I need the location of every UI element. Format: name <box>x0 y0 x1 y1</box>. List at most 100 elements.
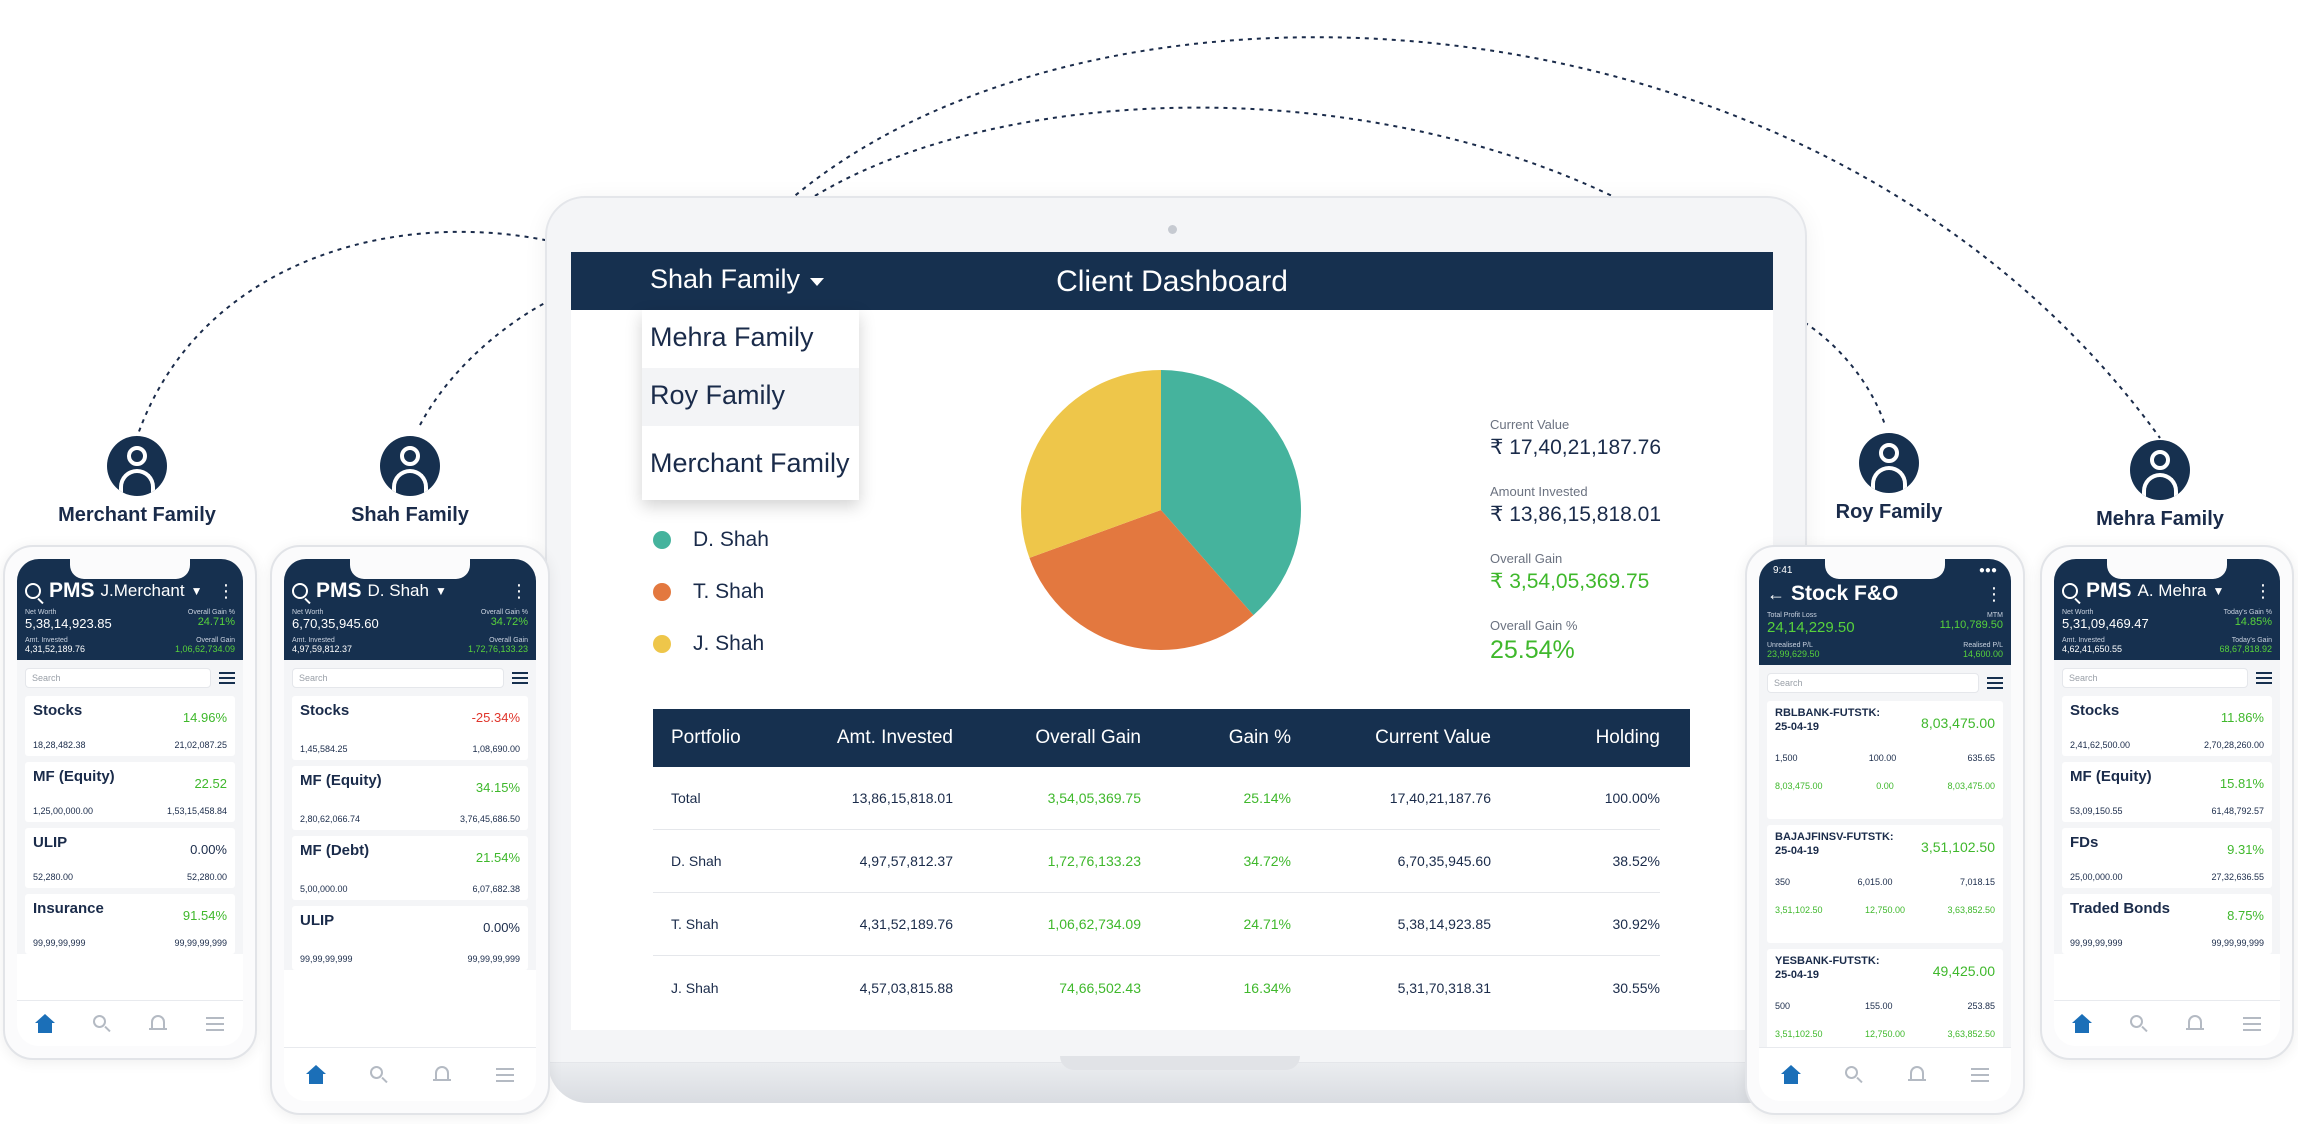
position-row: 500 155.00 253.85 <box>1775 1001 1995 1011</box>
column-header[interactable]: Holding <box>1595 727 1660 748</box>
family-option-mehra[interactable]: Mehra Family <box>650 322 814 352</box>
search-icon[interactable] <box>2128 1013 2150 1035</box>
search-input[interactable]: Search <box>25 668 211 688</box>
asset-card[interactable]: Stocks 11.86% 2,41,62,500.00 2,70,28,260.00 <box>2062 696 2272 756</box>
table-row[interactable]: J. Shah 4,57,03,815.88 74,66,502.43 16.3… <box>653 956 1660 1019</box>
pie-slice-d-shah[interactable] <box>1161 370 1301 616</box>
table-row[interactable]: D. Shah 4,97,57,812.37 1,72,76,133.23 34… <box>653 830 1660 893</box>
chevron-down-icon[interactable]: ▼ <box>190 584 203 598</box>
contract-name: BAJAJFINSV-FUTSTK: <box>1775 831 1894 843</box>
pie-slice-j-shah[interactable] <box>1021 370 1161 558</box>
asset-card[interactable]: ULIP 0.00% 52,280.00 52,280.00 <box>25 828 235 888</box>
search-icon[interactable] <box>368 1064 390 1086</box>
stat-value: 24,14,229.50 <box>1767 619 1855 636</box>
bell-icon[interactable] <box>431 1064 453 1086</box>
bell-icon[interactable] <box>2184 1013 2206 1035</box>
user-switcher[interactable]: J.Merchant <box>100 581 185 600</box>
home-icon[interactable] <box>305 1064 327 1086</box>
menu-icon[interactable] <box>2241 1013 2263 1035</box>
position-mtm: 3,51,102.50 <box>1921 839 1995 855</box>
column-header[interactable]: Gain % <box>1228 727 1291 748</box>
search-icon[interactable] <box>292 583 308 599</box>
column-header[interactable]: Amt. Invested <box>836 727 953 748</box>
phone-titlebar: PMS J.Merchant ▼ ⋮ <box>25 579 235 603</box>
user-switcher[interactable]: A. Mehra <box>2137 581 2207 600</box>
position-row: 3,51,102.50 12,750.00 3,63,852.50 <box>1775 1029 1995 1039</box>
asset-card[interactable]: MF (Equity) 22.52 1,25,00,000.00 1,53,15,45… <box>25 762 235 822</box>
menu-icon[interactable] <box>494 1064 516 1086</box>
phone-shah: PMS D. Shah ▼ ⋮ Net Worth 6,70,35,945.60 … <box>270 545 550 1115</box>
asset-card[interactable]: MF (Equity) 15.81% 53,09,150.55 61,48,792.5… <box>2062 762 2272 822</box>
stat-label: Overall Gain % <box>187 609 235 616</box>
chevron-down-icon[interactable]: ▼ <box>2212 584 2225 598</box>
position-row: 8,03,475.00 0.00 8,03,475.00 <box>1775 781 1995 791</box>
menu-icon[interactable] <box>204 1013 226 1035</box>
asset-card[interactable]: Stocks 14.96% 18,28,482.38 21,02,087.25 <box>25 696 235 756</box>
back-arrow-icon[interactable]: ← <box>1767 583 1785 604</box>
legend-item: T. Shah <box>653 566 769 618</box>
filter-icon[interactable] <box>512 672 528 684</box>
asset-card[interactable]: MF (Equity) 34.15% 2,80,62,066.74 3,76,45,6… <box>292 766 528 830</box>
stat-label: Overall Gain <box>196 637 235 644</box>
stat-value: 23,99,629.50 <box>1767 649 1820 659</box>
legend-item: D. Shah <box>653 514 769 566</box>
asset-card[interactable]: FDs 9.31% 25,00,000.00 27,32,636.55 <box>2062 828 2272 888</box>
asset-card[interactable]: ULIP 0.00% 99,99,99,999 99,99,99,999 <box>292 906 528 970</box>
asset-invested: 5,00,000.00 <box>300 884 348 894</box>
chevron-down-icon[interactable]: ▼ <box>434 584 447 598</box>
family-option-roy[interactable]: Roy Family <box>642 368 859 426</box>
column-header[interactable]: Overall Gain <box>1035 727 1141 748</box>
asset-card[interactable]: Traded Bonds 8.75% 99,99,99,999 99,99,99,99… <box>2062 894 2272 954</box>
table-cell: 16.34% <box>1243 979 1291 996</box>
position-card[interactable]: RBLBANK-FUTSTK: 25-04-19 8,03,475.00 1,5… <box>1767 701 2003 819</box>
asset-card[interactable]: Insurance 91.54% 99,99,99,999 99,99,99,999 <box>25 894 235 954</box>
table-cell: J. Shah <box>671 979 719 996</box>
family-option-merchant[interactable]: Merchant Family <box>650 448 850 478</box>
search-row: Search <box>284 660 536 696</box>
position-row: 3,51,102.50 12,750.00 3,63,852.50 <box>1775 905 1995 915</box>
position-card[interactable]: BAJAJFINSV-FUTSTK: 25-04-19 3,51,102.50 … <box>1767 825 2003 943</box>
portfolio-table: Portfolio Amt. Invested Overall Gain Gai… <box>653 709 1690 1019</box>
table-row[interactable]: Total 13,86,15,818.01 3,54,05,369.75 25.… <box>653 767 1660 830</box>
search-icon[interactable] <box>91 1013 113 1035</box>
home-icon[interactable] <box>34 1013 56 1035</box>
user-switcher[interactable]: D. Shah <box>367 581 429 600</box>
filter-icon[interactable] <box>219 672 235 684</box>
phone-notch <box>1825 559 1945 579</box>
asset-card[interactable]: MF (Debt) 21.54% 5,00,000.00 6,07,682.38 <box>292 836 528 900</box>
search-input[interactable]: Search <box>1767 673 1979 693</box>
column-header[interactable]: Portfolio <box>671 727 741 748</box>
phone-notch <box>2107 559 2227 579</box>
asset-card[interactable]: Stocks -25.34% 1,45,584.25 1,08,690.00 <box>292 696 528 760</box>
pie-slice-t-shah[interactable] <box>1029 510 1254 650</box>
position-ltp: 635.65 <box>1967 753 1995 763</box>
more-icon[interactable]: ⋮ <box>1985 584 2003 604</box>
asset-list: Stocks 14.96% 18,28,482.38 21,02,087.25 MF … <box>17 696 243 954</box>
column-header[interactable]: Current Value <box>1375 727 1491 748</box>
app-name: PMS <box>2086 579 2132 602</box>
filter-icon[interactable] <box>2256 672 2272 684</box>
more-icon[interactable]: ⋮ <box>510 581 528 601</box>
table-header: Portfolio Amt. Invested Overall Gain Gai… <box>653 709 1690 767</box>
position-total: 3,63,852.50 <box>1947 1029 1995 1039</box>
more-icon[interactable]: ⋮ <box>2254 581 2272 601</box>
home-icon[interactable] <box>2071 1013 2093 1035</box>
search-icon[interactable] <box>25 583 41 599</box>
more-icon[interactable]: ⋮ <box>217 581 235 601</box>
search-icon[interactable] <box>2062 583 2078 599</box>
family-dropdown[interactable]: Shah Family <box>642 252 859 310</box>
home-icon[interactable] <box>1780 1064 1802 1086</box>
filter-icon[interactable] <box>1987 677 2003 689</box>
asset-name: FDs <box>2070 834 2099 851</box>
asset-name: MF (Equity) <box>33 768 115 785</box>
search-input[interactable]: Search <box>292 668 504 688</box>
search-icon[interactable] <box>1843 1064 1865 1086</box>
menu-icon[interactable] <box>1969 1064 1991 1086</box>
asset-name: Insurance <box>33 900 104 917</box>
search-input[interactable]: Search <box>2062 668 2248 688</box>
table-row[interactable]: T. Shah 4,31,52,189.76 1,06,62,734.09 24… <box>653 893 1660 956</box>
position-total: 3,63,852.50 <box>1947 905 1995 915</box>
bell-icon[interactable] <box>1906 1064 1928 1086</box>
bell-icon[interactable] <box>147 1013 169 1035</box>
position-ltp: 253.85 <box>1967 1001 1995 1011</box>
